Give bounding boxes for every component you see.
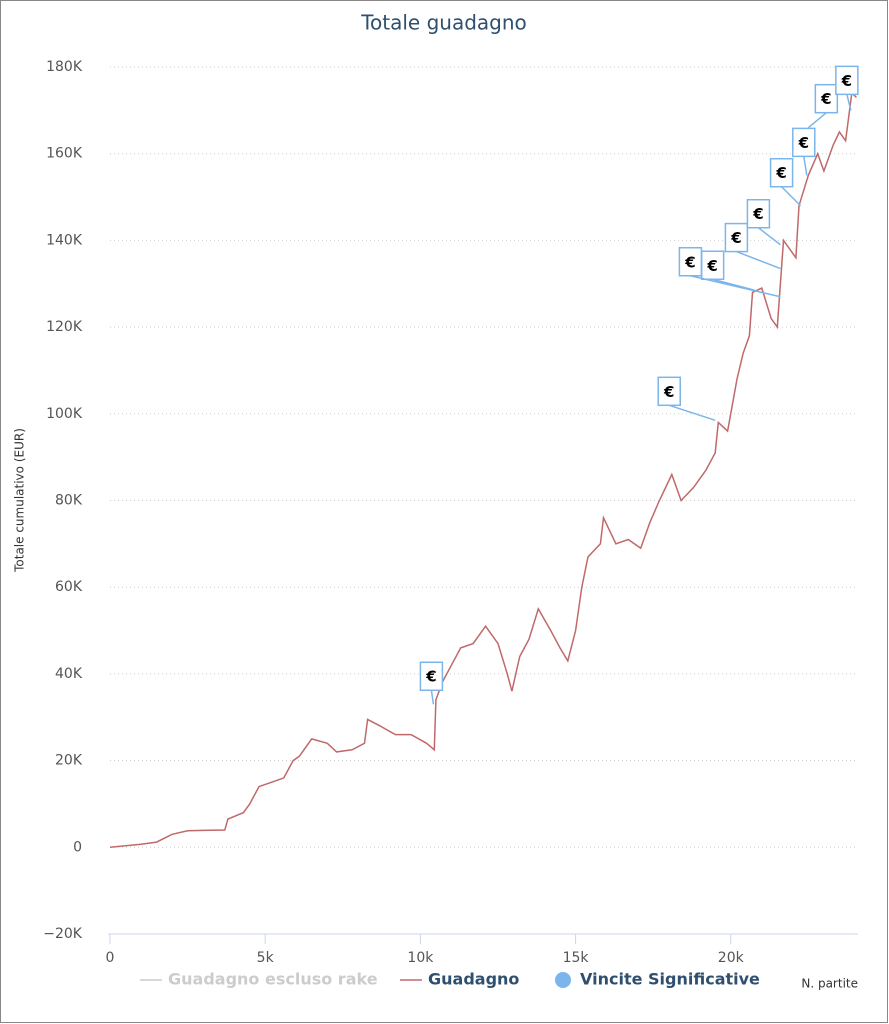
flag-label: € — [775, 164, 786, 182]
flag-stem — [430, 690, 435, 705]
flag-box — [419, 661, 444, 691]
flag-label: € — [730, 229, 741, 247]
flag-label: € — [798, 134, 809, 152]
y-tick-label: −20K — [43, 926, 83, 942]
flag: € — [746, 198, 781, 246]
flag-stem — [781, 186, 802, 207]
flag-stem — [846, 94, 852, 111]
y-tick-label: 180K — [46, 59, 83, 75]
x-axis-label: N. partite — [801, 977, 858, 991]
x-tick-label: 10k — [407, 950, 434, 966]
flag-box — [746, 198, 771, 229]
y-tick-label: 160K — [46, 146, 83, 162]
flag: € — [835, 65, 859, 111]
legend-label: Guadagno — [428, 970, 519, 989]
y-tick-label: 100K — [46, 406, 83, 422]
y-axis-label: Totale cumulativo (EUR) — [13, 428, 27, 573]
legend-symbol — [555, 972, 571, 988]
series-line — [109, 91, 857, 849]
flag-box — [769, 157, 794, 188]
flag-label: € — [820, 90, 831, 108]
flag-stem — [690, 275, 781, 298]
y-tick-label: 0 — [73, 839, 82, 855]
flag-stem — [736, 250, 781, 270]
flag-stem — [757, 227, 781, 246]
flag-box — [814, 83, 839, 114]
flag-box — [657, 376, 681, 407]
flag: € — [678, 247, 781, 298]
flag: € — [792, 127, 816, 176]
x-tick-label: 0 — [106, 950, 115, 966]
flag-stem — [807, 112, 827, 129]
y-tick-label: 40K — [55, 666, 83, 682]
flag-label: € — [684, 253, 695, 271]
flag-box — [724, 222, 749, 253]
flag-label: € — [425, 668, 436, 686]
chart-title: Totale guadagno — [360, 11, 527, 35]
x-tick-label: 5k — [257, 950, 275, 966]
x-tick-label: 20k — [718, 950, 745, 966]
flag-stem — [803, 156, 808, 176]
y-tick-label: 120K — [46, 319, 83, 335]
flag: € — [724, 222, 781, 270]
y-tick-label: 60K — [55, 579, 83, 595]
y-tick-label: 140K — [46, 232, 83, 248]
flag-label: € — [663, 383, 674, 401]
x-tick-label: 15k — [563, 950, 590, 966]
flag-label: € — [706, 257, 717, 275]
flag-box — [835, 65, 859, 96]
flag: € — [419, 661, 444, 705]
flag-box — [792, 127, 816, 158]
flag: € — [769, 157, 802, 207]
flag-stem — [668, 404, 716, 422]
flag-label: € — [752, 205, 763, 223]
legend-label: Guadagno escluso rake — [168, 970, 378, 989]
legend-label: Vincite Significative — [580, 970, 760, 989]
flag-box — [678, 247, 703, 277]
flag-label: € — [841, 72, 852, 90]
y-tick-label: 80K — [55, 493, 83, 509]
flag: € — [657, 376, 716, 422]
flag: € — [807, 83, 839, 129]
y-tick-label: 20K — [55, 753, 83, 769]
